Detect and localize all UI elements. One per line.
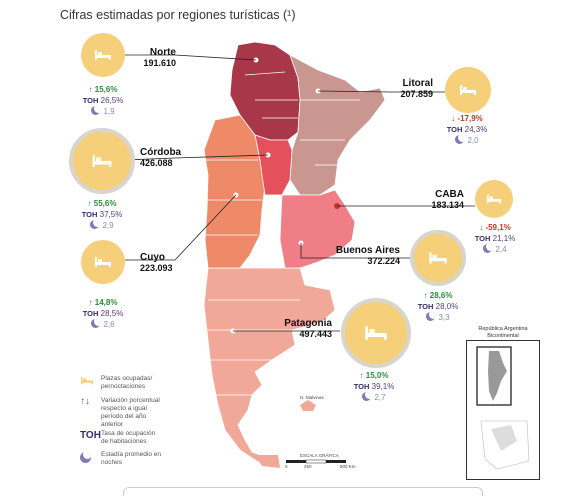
scale-tick-2: 500 Km — [340, 464, 356, 469]
scale-label: ESCALA GRÁFICA — [300, 453, 339, 458]
inset-map — [466, 340, 540, 480]
circle-cuyo — [81, 240, 125, 284]
moon-icon — [91, 319, 101, 328]
scale-tick-1: 250 — [304, 464, 312, 469]
moon-icon — [483, 244, 493, 253]
region-cordoba[interactable] — [254, 134, 293, 196]
scale-tick-0: 0 — [285, 464, 288, 469]
leader-lines — [124, 54, 475, 332]
label-cuyo: Cuyo 223.093 — [140, 252, 173, 273]
bed-icon — [95, 50, 111, 60]
region-norte[interactable] — [229, 41, 301, 141]
bed-legend-icon — [81, 376, 93, 385]
label-caba: CABA 183.134 — [431, 189, 464, 210]
circle-caba — [475, 180, 513, 218]
stats-litoral: ↓ -17,9% TOH 24,3% 2,0 — [446, 114, 488, 145]
moon-icon — [91, 106, 101, 115]
legend-variacion: Variación porcentual respecto a igual pe… — [101, 397, 160, 428]
circle-litoral — [445, 67, 491, 113]
stats-patagonia: ↑ 15,0% TOH 39,1% 2,7 — [353, 371, 395, 402]
legend-estadia: Estadía promedio en noches — [101, 451, 161, 466]
bottom-panel-edge — [123, 487, 483, 496]
circle-norte — [81, 33, 125, 77]
label-norte: Norte 191.610 — [143, 47, 176, 68]
inset-title: República Argentina Bicontinental — [478, 326, 528, 339]
legend-toh: Tasa de ocupación de habitaciones — [101, 430, 156, 445]
circle-buenos-aires — [410, 230, 466, 286]
bed-icon — [460, 85, 476, 95]
label-buenos-aires: Buenos Aires 372.224 — [335, 245, 400, 266]
region-buenos-aires[interactable] — [279, 189, 356, 269]
region-litoral[interactable] — [289, 54, 386, 196]
circle-cordoba — [69, 128, 135, 194]
islas-malvinas-label: Is. Malvinas — [300, 395, 324, 400]
stats-cordoba: ↑ 55,6% TOH 37,5% 2,9 — [81, 199, 123, 230]
inset-map-svg — [476, 346, 530, 470]
bed-icon — [429, 252, 447, 264]
islas-malvinas — [300, 400, 316, 411]
legend-toh-tag: TOH — [80, 430, 101, 441]
bed-icon — [486, 194, 502, 204]
moon-icon — [455, 135, 465, 144]
moon-icon — [426, 312, 436, 321]
bed-icon — [92, 155, 112, 167]
label-cordoba: Córdoba 426.088 — [140, 147, 182, 168]
moon-icon — [362, 392, 372, 401]
label-litoral: Litoral 207.859 — [400, 78, 433, 99]
circle-patagonia — [341, 298, 411, 368]
stats-caba: ↓ -59,1% TOH 21,1% 2,4 — [474, 223, 516, 254]
stats-buenos-aires: ↑ 28,6% TOH 28,0% 3,3 — [417, 291, 459, 322]
scale-bar — [286, 459, 346, 464]
stats-cuyo: ↑ 14,8% TOH 28,5% 2,6 — [82, 298, 124, 329]
map-title: Cifras estimadas por regiones turísticas… — [60, 8, 296, 22]
legend-moon-icon — [80, 452, 94, 465]
region-tierra-del-fuego — [255, 455, 280, 468]
moon-icon — [90, 220, 100, 229]
bed-icon — [95, 257, 111, 267]
label-patagonia: Patagonia 497.443 — [284, 318, 332, 339]
bed-icon — [365, 326, 387, 340]
legend-plazas: Plazas ocupadas/ pernoctaciones — [101, 375, 153, 390]
arrows-legend-icon: ↑↓ — [80, 396, 90, 407]
stats-norte: ↑ 15,6% TOH 26,5% 1,9 — [82, 85, 124, 116]
region-patagonia[interactable] — [203, 267, 336, 463]
